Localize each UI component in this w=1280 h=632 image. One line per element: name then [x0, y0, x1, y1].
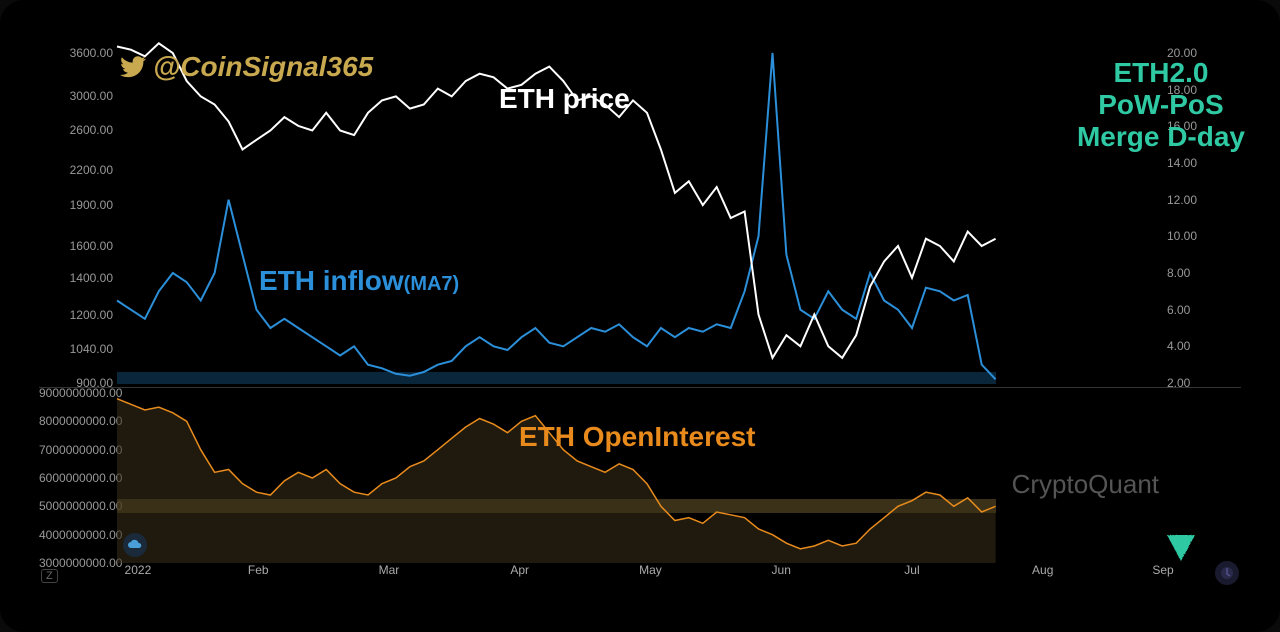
bottom-chart-svg — [117, 393, 1163, 563]
eth-price-label: ETH price — [499, 83, 630, 115]
top-chart-svg — [117, 53, 1163, 383]
merge-line1: ETH2.0 — [1077, 57, 1245, 89]
chart-area: 3600.003000.002600.002200.001900.001600.… — [39, 53, 1241, 589]
eth-oi-label: ETH OpenInterest — [519, 421, 755, 453]
cloud-chip-icon[interactable] — [123, 533, 147, 557]
panel-divider — [39, 387, 1241, 388]
merge-line3: Merge D-day — [1077, 121, 1245, 153]
top-panel: 3600.003000.002600.002200.001900.001600.… — [117, 53, 1163, 383]
bottom-left-y-axis: 9000000000.008000000000.007000000000.006… — [39, 393, 113, 563]
eth-inflow-label-main: ETH inflow — [259, 265, 404, 296]
chart-frame: 3600.003000.002600.002200.001900.001600.… — [0, 0, 1280, 632]
twitter-handle[interactable]: @CoinSignal365 — [119, 51, 373, 83]
z-badge[interactable]: Z — [41, 569, 58, 583]
eth-inflow-label: ETH inflow(MA7) — [259, 265, 459, 297]
bottom-right-chip-icon[interactable] — [1215, 561, 1239, 585]
bottom-panel: 9000000000.008000000000.007000000000.006… — [117, 393, 1163, 563]
watermark-text: CryptoQuant — [1012, 469, 1159, 500]
merge-arrow-icon — [1161, 161, 1201, 571]
eth-inflow-label-sub: (MA7) — [404, 273, 460, 295]
handle-text: @CoinSignal365 — [153, 51, 373, 83]
twitter-icon — [119, 53, 147, 81]
top-left-y-axis: 3600.003000.002600.002200.001900.001600.… — [39, 53, 113, 383]
x-axis: 2022FebMarAprMayJunJulAugSep — [117, 563, 1163, 583]
merge-line2: PoW-PoS — [1077, 89, 1245, 121]
merge-annotation: ETH2.0 PoW-PoS Merge D-day — [1077, 57, 1245, 154]
